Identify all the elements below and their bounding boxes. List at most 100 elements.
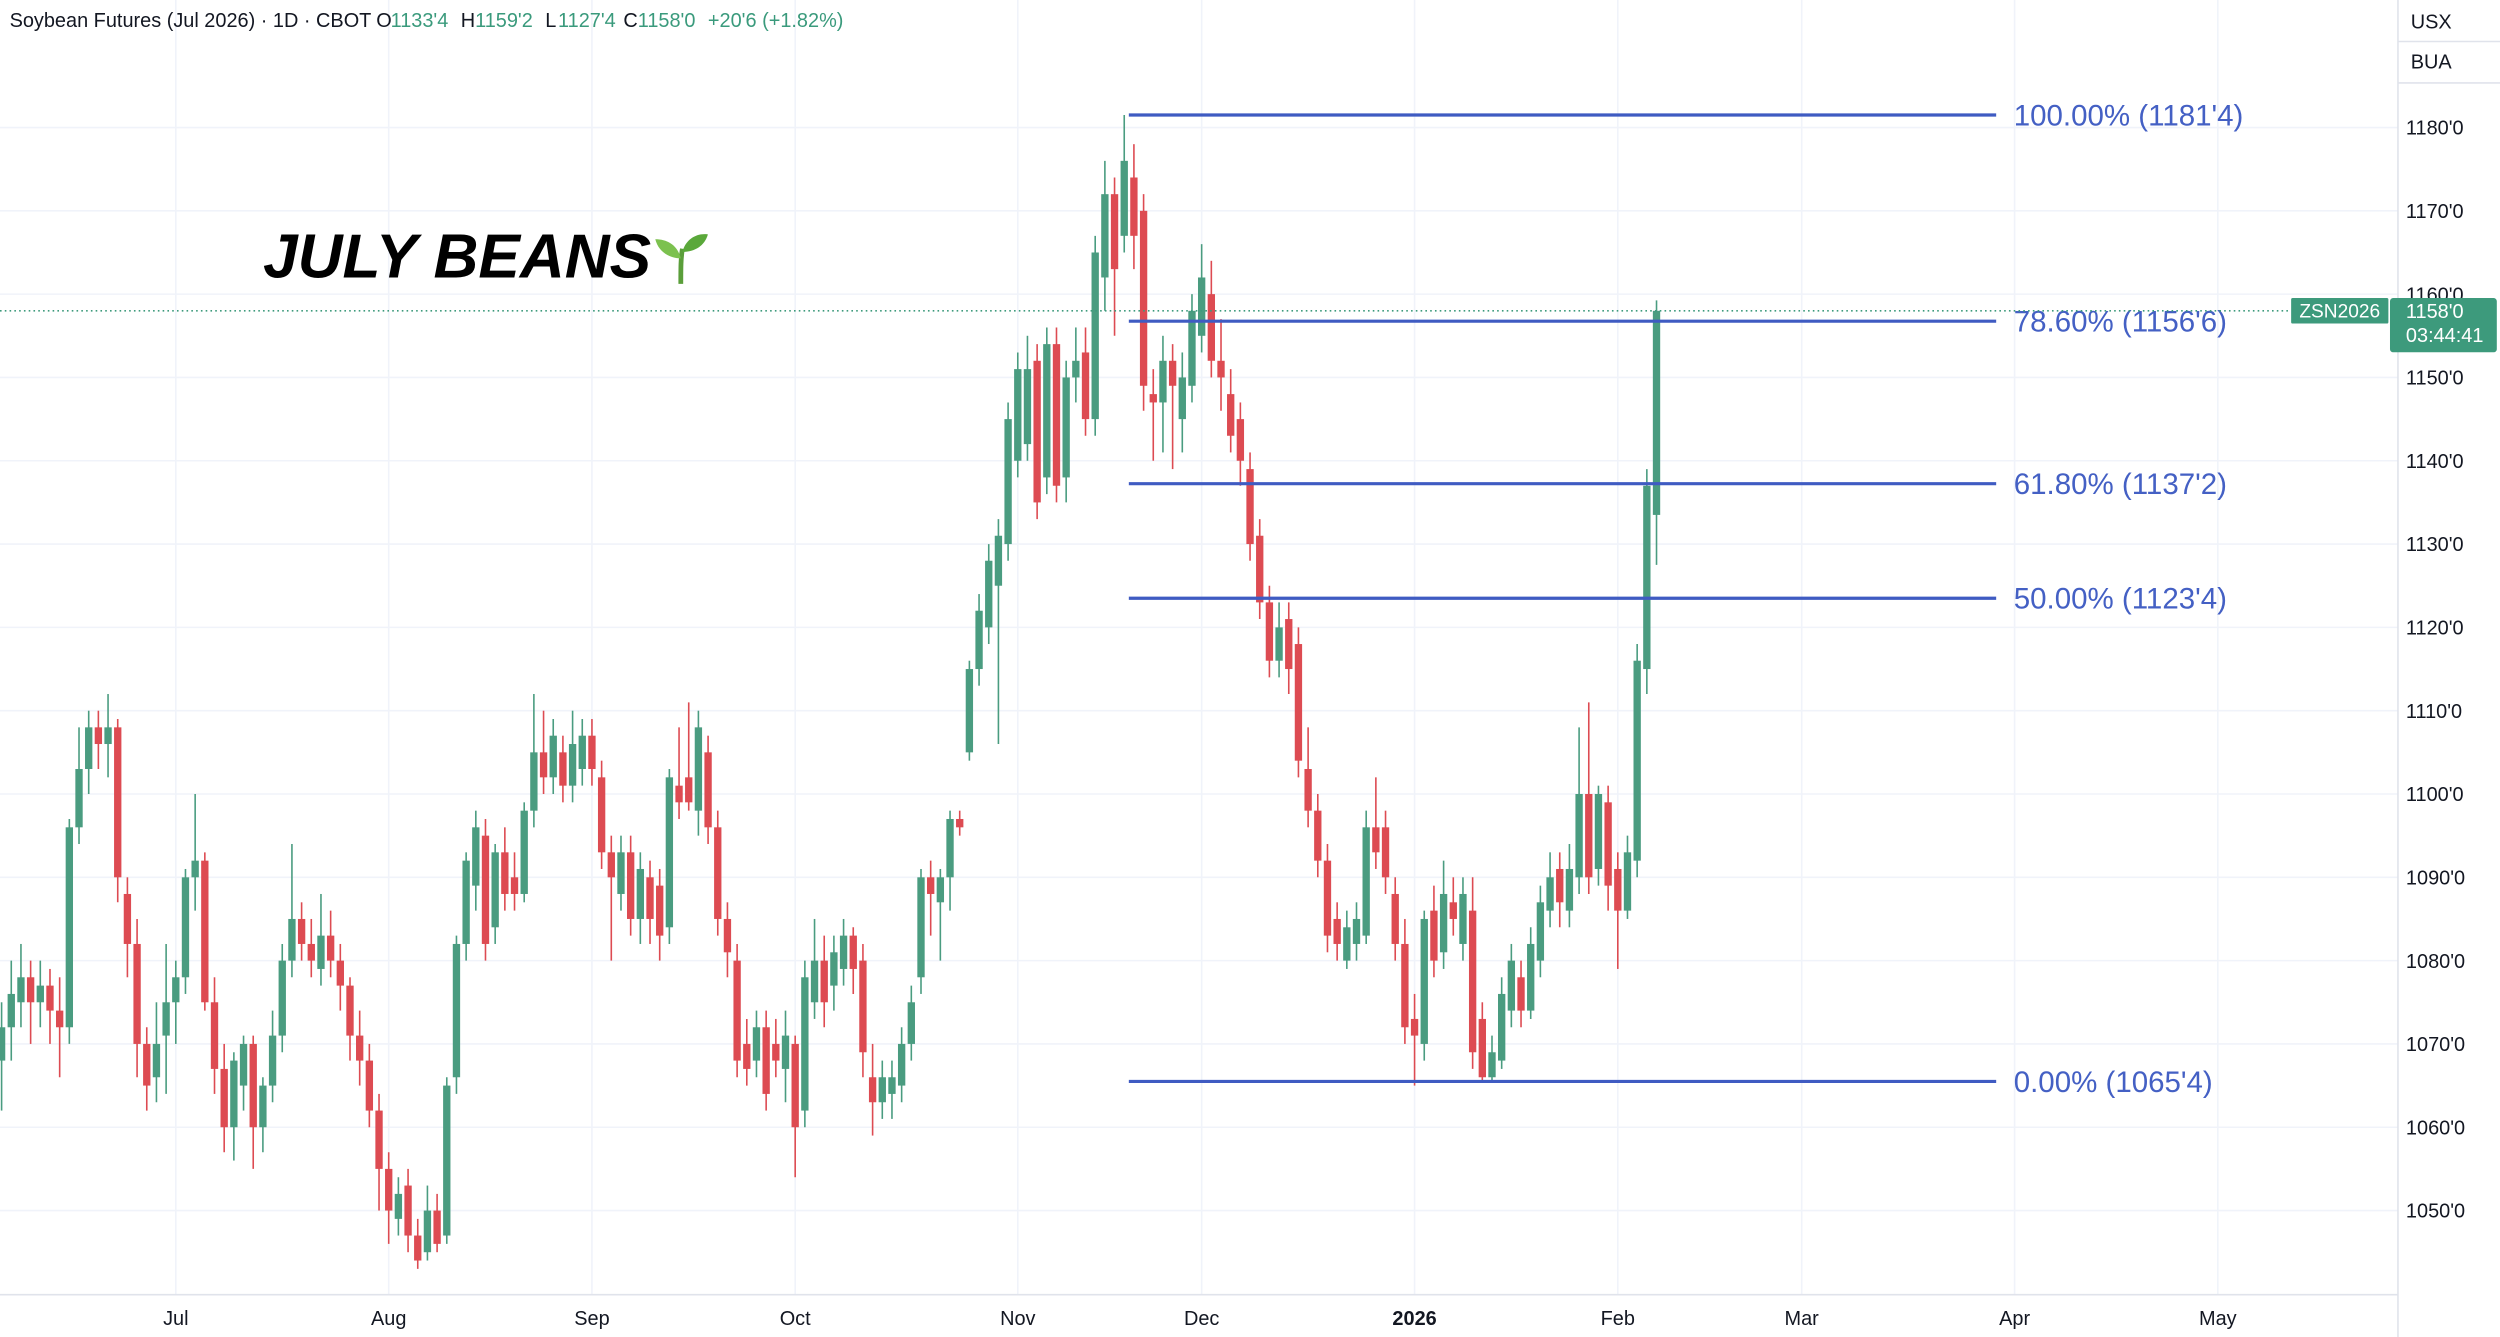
candle-body <box>1439 893 1448 953</box>
y-tick-label: 1070'0 <box>2406 1034 2465 1056</box>
candle-body <box>752 1027 761 1061</box>
candle-body <box>172 977 180 1003</box>
candle-body <box>326 935 335 961</box>
candle-body <box>1401 943 1409 1028</box>
candle-body <box>1430 910 1438 961</box>
candle-body <box>1159 360 1167 403</box>
candle-body <box>1546 877 1554 911</box>
candle-body <box>1227 394 1235 436</box>
countdown-label: 03:44:41 <box>2406 325 2484 347</box>
candle-body <box>1468 910 1477 1053</box>
x-tick-label: Feb <box>1601 1308 1635 1330</box>
candle-body <box>1246 469 1254 545</box>
candle-body <box>1536 902 1545 961</box>
y-tick-label: 1130'0 <box>2406 534 2464 556</box>
candle-body <box>675 785 683 803</box>
candle-body <box>849 935 857 969</box>
candle-body <box>1101 194 1109 278</box>
candle-body <box>907 1002 915 1044</box>
ohlc-value: 1133'4 <box>391 10 449 32</box>
candle-body <box>1217 360 1225 378</box>
candle-body <box>897 1043 906 1086</box>
candle-body <box>956 818 964 828</box>
candle-body <box>452 943 461 1078</box>
candle-body <box>520 810 528 894</box>
candle-body <box>927 877 935 894</box>
candle-body <box>365 1060 374 1111</box>
candle-body <box>385 1168 393 1211</box>
candle-body <box>656 885 664 936</box>
candle-body <box>810 960 819 1003</box>
candle-body <box>588 735 596 770</box>
candle-body <box>1614 868 1622 911</box>
candle-body <box>1498 993 1506 1061</box>
candle-body <box>307 943 315 961</box>
candle-body <box>694 727 703 811</box>
candle-body <box>1168 360 1177 386</box>
candle-body <box>617 852 625 894</box>
y-tick-label: 1180'0 <box>2406 118 2464 140</box>
currency-button[interactable]: USX <box>2411 12 2452 34</box>
candle-body <box>1372 827 1380 853</box>
symbol-label: ZSN2026 <box>2299 302 2380 323</box>
candle-body <box>665 777 674 928</box>
x-tick-label: Sep <box>574 1308 609 1330</box>
candle-body <box>181 877 190 978</box>
candle-body <box>481 835 490 944</box>
candle-body <box>772 1043 780 1061</box>
candle-body <box>1197 277 1206 336</box>
candle-body <box>210 1002 219 1069</box>
candle-body <box>230 1060 238 1128</box>
candle-body <box>288 918 296 961</box>
candle-body <box>1052 344 1061 486</box>
y-tick-label: 1090'0 <box>2406 867 2465 889</box>
candles <box>0 115 1661 1269</box>
candle-body <box>830 952 838 986</box>
candle-body <box>1081 352 1090 420</box>
candle-body <box>1556 868 1564 903</box>
candle-body <box>46 985 54 1011</box>
candle-body <box>743 1043 751 1069</box>
y-tick-label: 1110'0 <box>2406 701 2462 723</box>
candle-body <box>1178 377 1186 420</box>
ohlc-letter: L <box>545 10 556 32</box>
candle-body <box>878 1077 886 1103</box>
x-tick-label: Dec <box>1184 1308 1219 1330</box>
candle-body <box>1043 344 1051 478</box>
candle-body <box>191 860 199 878</box>
candle-body <box>297 918 306 944</box>
candle-body <box>501 852 509 894</box>
candle-body <box>917 877 925 978</box>
candle-body <box>946 818 954 878</box>
candle-body <box>1072 360 1080 378</box>
x-tick-label: 2026 <box>1392 1308 1436 1330</box>
candle-body <box>433 1210 441 1244</box>
candle-body <box>491 852 499 928</box>
overlay: 100.00% (1181'4)78.60% (1156'6)61.80% (1… <box>0 99 2292 1099</box>
candle-body <box>723 918 732 953</box>
candle-body <box>1275 627 1283 661</box>
candle-body <box>559 752 567 786</box>
mode-button[interactable]: BUA <box>2411 52 2453 74</box>
candle-body <box>1585 794 1593 878</box>
candle-body <box>346 985 354 1036</box>
candle-body <box>1517 977 1525 1011</box>
candle-body <box>0 1027 6 1061</box>
candle-body <box>443 1085 451 1236</box>
candle-body <box>1478 1018 1486 1078</box>
fib-label: 61.80% (1137'2) <box>2014 468 2227 501</box>
candle-body <box>162 1002 170 1036</box>
candle-body <box>259 1085 267 1128</box>
candle-body <box>1343 927 1351 961</box>
candle-body <box>1459 893 1467 944</box>
candle-body <box>985 560 993 628</box>
candle-body <box>1527 943 1535 1011</box>
ohlc-letter: C <box>623 10 637 32</box>
candle-body <box>781 1035 790 1069</box>
y-tick-label: 1060'0 <box>2406 1117 2465 1139</box>
chart-title: Soybean Futures (Jul 2026) · 1D · CBOT <box>10 10 372 32</box>
fib-label: 50.00% (1123'4) <box>2014 583 2227 616</box>
candle-body <box>714 827 722 919</box>
